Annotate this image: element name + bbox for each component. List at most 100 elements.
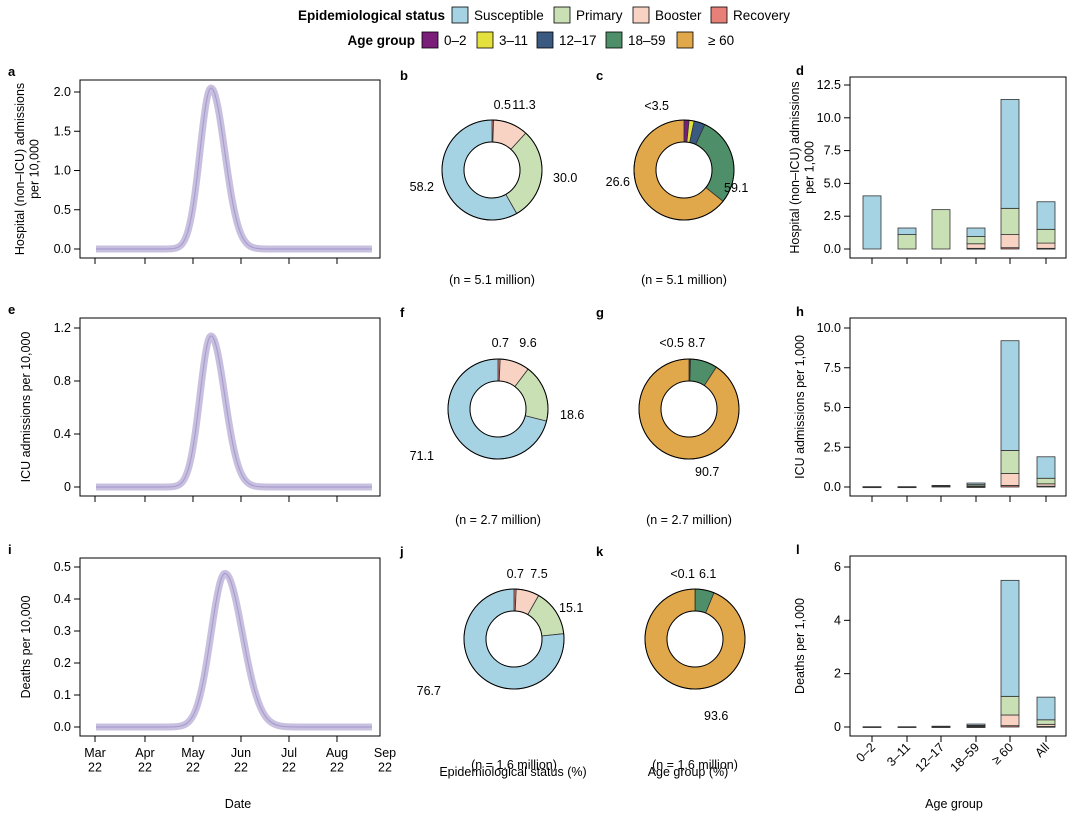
month-tick-label: May 22 <box>181 746 205 774</box>
donut-outline <box>644 588 746 690</box>
plot-frame <box>79 557 381 737</box>
donut-value-label: <0.1 <box>670 567 695 581</box>
y-tick-label: 0.4 <box>54 592 71 606</box>
donut-chart-j: j 0.7 7.5 15.1 76.7 (n = 1.6 million) <box>399 544 583 772</box>
y-axis-label: ICU admissions per 1,000 <box>793 335 807 479</box>
y-tick-label: 10.0 <box>817 321 841 335</box>
bar-segment <box>966 723 986 726</box>
bar-segment <box>1000 579 1020 697</box>
month-tick-label-line: 22 <box>138 760 152 774</box>
curve-line <box>96 87 372 250</box>
y-axis-label: Deaths per 1,000 <box>793 598 807 694</box>
month-tick-label-line: 22 <box>234 760 248 774</box>
y-tick-label: 7.5 <box>824 144 841 158</box>
y-axis-label-line: per 1,000 <box>802 141 816 194</box>
y-axis-label: Deaths per 10,000 <box>19 596 33 699</box>
month-tick-label-line: Jun <box>231 746 251 760</box>
month-tick-label-line: 22 <box>186 760 200 774</box>
month-tick-label-line: Sep <box>374 746 396 760</box>
bar-segment <box>897 227 917 235</box>
donut-value-label: 7.5 <box>530 567 547 581</box>
bar-segment <box>897 234 917 250</box>
donut-value-label: <3.5 <box>644 99 669 113</box>
donut-value-label: 26.6 <box>606 175 630 189</box>
y-tick-label: 1.0 <box>54 164 71 178</box>
legend-swatch-booster <box>632 6 650 24</box>
donut-caption: (n = 5.1 million) <box>449 273 535 287</box>
y-tick-label: 0 <box>834 720 841 734</box>
y-tick-label: 6 <box>834 560 841 574</box>
y-tick-label: 5.0 <box>824 176 841 190</box>
y-tick-label: 4 <box>834 613 841 627</box>
legend-swatch-age-18-59 <box>605 31 623 49</box>
y-tick-label: 0.0 <box>824 242 841 256</box>
donut-value-label: 8.7 <box>688 336 705 350</box>
bar-segment <box>966 236 986 245</box>
y-tick-label: 0 <box>64 480 71 494</box>
y-tick-label: 0.0 <box>824 480 841 494</box>
y-tick-label: 0.2 <box>54 656 71 670</box>
panel-letter: g <box>596 305 604 320</box>
plot-frame <box>849 555 1067 737</box>
y-tick-label: 2.5 <box>824 209 841 223</box>
bar-segment <box>1036 696 1056 721</box>
curve-band <box>93 332 375 491</box>
month-tick-label: Jun 22 <box>231 746 251 774</box>
curve-line <box>96 572 372 728</box>
bar-segment <box>1000 234 1020 249</box>
legend-label-recovery: Recovery <box>733 8 790 23</box>
donut-caption: (n = 1.6 million) <box>471 758 557 772</box>
month-tick-label-line: 22 <box>88 760 102 774</box>
donut-value-label: <0.5 <box>659 336 684 350</box>
y-tick-label: 1.2 <box>54 321 71 335</box>
donut-value-label: 71.1 <box>410 449 434 463</box>
category-tick-label: 12–17 <box>913 740 948 775</box>
donut-value-label: 59.1 <box>724 181 748 195</box>
y-axis-label-line: Deaths per 10,000 <box>19 596 33 699</box>
curve-band <box>93 569 375 731</box>
panel-letter: i <box>8 542 12 557</box>
curve-line <box>96 335 372 488</box>
legend-label-susceptible: Susceptible <box>474 8 544 23</box>
panel-letter: h <box>796 304 804 319</box>
y-tick-label: 0.1 <box>54 688 71 702</box>
bar-segment <box>897 726 917 728</box>
legend-label-age-12-17: 12–17 <box>559 33 597 48</box>
donut-hole <box>655 141 713 199</box>
donut-hole <box>660 380 718 438</box>
donut-value-label: 93.6 <box>704 709 728 723</box>
category-tick-label: 18–59 <box>948 740 983 775</box>
y-tick-label: 2 <box>834 667 841 681</box>
bar-chart-l: l 0 2 4 6 Deaths per 1,000 <box>793 542 1067 742</box>
donut-outline <box>441 119 543 221</box>
bar-segment <box>1000 99 1020 209</box>
donut-chart-b: b 0.5 11.3 30.0 58.2 (n = 5.1 million) <box>400 68 577 287</box>
bar-chart-h: h 0.0 2.5 5.0 7.5 10.0 ICU admissions per 1,00… <box>793 304 1067 502</box>
donut-value-label: 90.7 <box>695 465 719 479</box>
bar-segment <box>1000 714 1020 727</box>
y-axis-label-line: ICU admissions per 10,000 <box>19 332 33 483</box>
bar-segment <box>1036 456 1056 479</box>
y-tick-label: 0.5 <box>54 203 71 217</box>
donut-outline <box>447 358 549 460</box>
y-axis-label-line: Hospital (non–ICU) admissions <box>788 81 802 253</box>
bar-segment <box>1000 340 1020 451</box>
legend-swatch-recovery <box>710 6 728 24</box>
legend: Epidemiological status Susceptible Prima… <box>298 6 790 49</box>
donut-caption: (n = 1.6 million) <box>652 758 738 772</box>
month-tick-label-line: 22 <box>378 760 392 774</box>
donut-hole <box>463 141 521 199</box>
donut-caption: (n = 2.7 million) <box>455 513 541 527</box>
legend-label-age-3-11: 3–11 <box>499 33 528 48</box>
month-tick-label-line: Jul <box>281 746 297 760</box>
curve-band <box>93 84 375 253</box>
panel-letter: k <box>596 544 604 559</box>
category-tick-label: 3–11 <box>884 740 913 769</box>
y-axis-label-line: ICU admissions per 1,000 <box>793 335 807 479</box>
legend-label-age-0-2: 0–2 <box>444 33 467 48</box>
donut-value-label: 0.7 <box>507 567 524 581</box>
donut-value-label: 15.1 <box>559 601 583 615</box>
donut-epi-caption: Epidemiological status (%) <box>439 765 586 779</box>
donut-hole <box>469 380 527 438</box>
